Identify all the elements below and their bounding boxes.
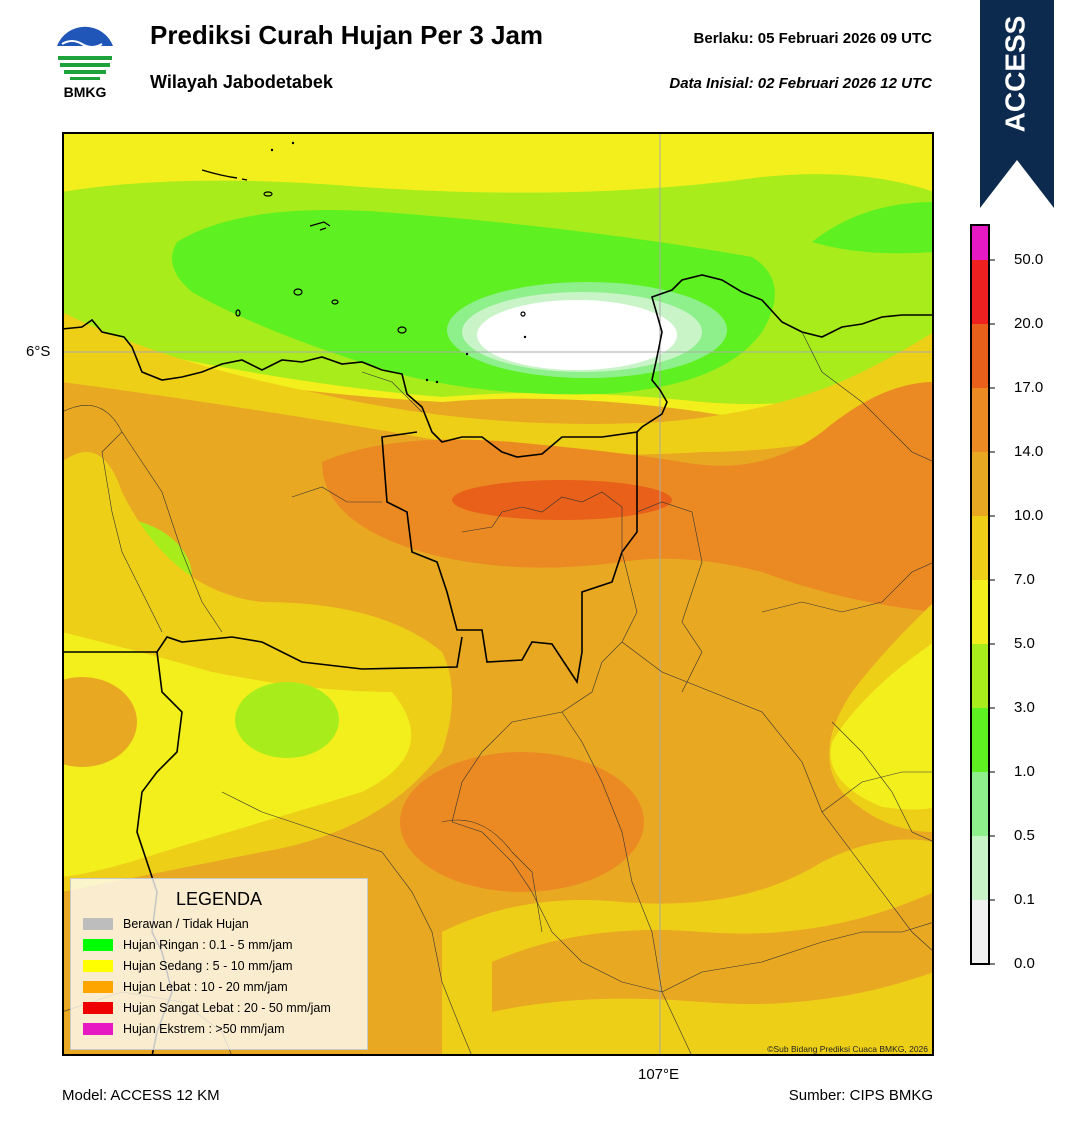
legend-item-heavy: Hujan Lebat : 10 - 20 mm/jam bbox=[83, 978, 288, 996]
valid-time: Berlaku: 05 Februari 2026 09 UTC bbox=[693, 30, 932, 47]
access-badge: ACCESS bbox=[980, 0, 1054, 208]
colorbar-band bbox=[971, 516, 989, 580]
colorbar-tick-label: 1.0 bbox=[1014, 763, 1035, 780]
legend-swatch bbox=[83, 918, 113, 930]
legend-label: Berawan / Tidak Hujan bbox=[123, 917, 249, 931]
longitude-label: 107°E bbox=[638, 1066, 680, 1083]
colorbar bbox=[970, 224, 995, 965]
model-label: Model: ACCESS 12 KM bbox=[62, 1087, 220, 1104]
legend-swatch bbox=[83, 960, 113, 972]
legend-label: Hujan Ringan : 0.1 - 5 mm/jam bbox=[123, 938, 293, 952]
colorbar-tick-label: 0.0 bbox=[1014, 955, 1035, 972]
page-title: Prediksi Curah Hujan Per 3 Jam bbox=[150, 20, 544, 50]
badge-text: ACCESS bbox=[999, 16, 1030, 133]
colorbar-band bbox=[971, 580, 989, 644]
legend-box: LEGENDA Berawan / Tidak Hujan Hujan Ring… bbox=[70, 878, 368, 1050]
legend-item-very-heavy: Hujan Sangat Lebat : 20 - 50 mm/jam bbox=[83, 999, 331, 1017]
colorbar-tick-label: 0.1 bbox=[1014, 891, 1035, 908]
rainfall-map: ©Sub Bidang Prediksi Cuaca BMKG, 2026 bbox=[62, 132, 934, 1056]
colorbar-band bbox=[971, 452, 989, 516]
colorbar-tick-label: 50.0 bbox=[1014, 251, 1044, 268]
legend-item-clear: Berawan / Tidak Hujan bbox=[83, 915, 249, 933]
logo-text: BMKG bbox=[63, 84, 107, 100]
init-time: Data Inisial: 02 Februari 2026 12 UTC bbox=[669, 75, 932, 92]
colorbar-tick-label: 10.0 bbox=[1014, 507, 1044, 524]
page-subtitle: Wilayah Jabodetabek bbox=[150, 72, 333, 92]
colorbar-tick-label: 17.0 bbox=[1014, 379, 1044, 396]
legend-swatch bbox=[83, 939, 113, 951]
legend-label: Hujan Sangat Lebat : 20 - 50 mm/jam bbox=[123, 1001, 331, 1015]
colorbar-band bbox=[971, 708, 989, 772]
latitude-label: 6°S bbox=[26, 343, 51, 360]
legend-item-moderate: Hujan Sedang : 5 - 10 mm/jam bbox=[83, 957, 293, 975]
colorbar-tick-label: 7.0 bbox=[1014, 571, 1035, 588]
legend-item-extreme: Hujan Ekstrem : >50 mm/jam bbox=[83, 1020, 285, 1038]
colorbar-tick-label: 20.0 bbox=[1014, 315, 1044, 332]
colorbar-band bbox=[971, 900, 989, 964]
legend-swatch bbox=[83, 981, 113, 993]
colorbar-tick-label: 14.0 bbox=[1014, 443, 1044, 460]
legend-title: LEGENDA bbox=[175, 889, 263, 909]
colorbar-band bbox=[971, 324, 989, 388]
legend-swatch bbox=[83, 1002, 113, 1014]
map-credit: ©Sub Bidang Prediksi Cuaca BMKG, 2026 bbox=[767, 1044, 928, 1054]
legend-label: Hujan Lebat : 10 - 20 mm/jam bbox=[123, 980, 288, 994]
colorbar-band bbox=[971, 388, 989, 452]
colorbar-band bbox=[971, 260, 989, 324]
source-label: Sumber: CIPS BMKG bbox=[788, 1087, 933, 1104]
colorbar-band bbox=[971, 644, 989, 708]
legend-label: Hujan Sedang : 5 - 10 mm/jam bbox=[123, 959, 293, 973]
colorbar-tick-label: 0.5 bbox=[1014, 827, 1035, 844]
bmkg-logo bbox=[55, 24, 115, 84]
colorbar-tick-label: 5.0 bbox=[1014, 635, 1035, 652]
legend-label: Hujan Ekstrem : >50 mm/jam bbox=[123, 1022, 285, 1036]
legend-item-light: Hujan Ringan : 0.1 - 5 mm/jam bbox=[83, 936, 293, 954]
colorbar-tick-label: 3.0 bbox=[1014, 699, 1035, 716]
colorbar-band bbox=[971, 225, 989, 260]
colorbar-band bbox=[971, 836, 989, 900]
colorbar-band bbox=[971, 772, 989, 836]
legend-swatch bbox=[83, 1023, 113, 1035]
